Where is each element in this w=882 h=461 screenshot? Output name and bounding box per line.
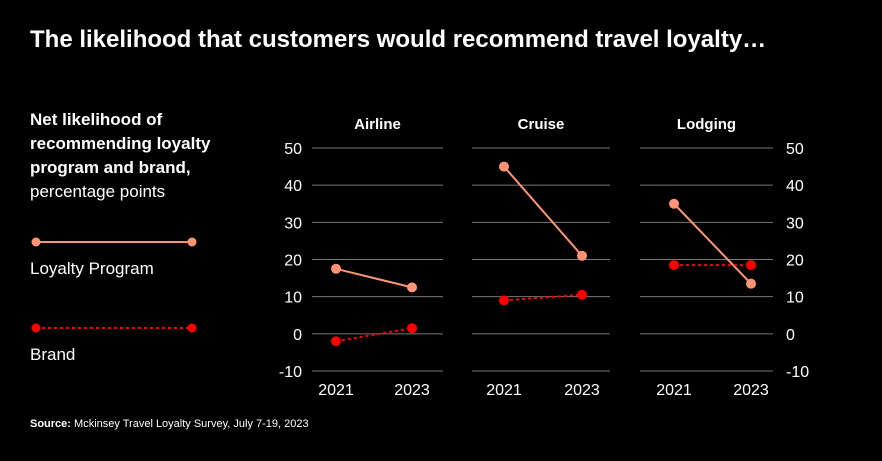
- y-tick-label-right: 50: [786, 141, 804, 158]
- loyalty-point: [331, 263, 341, 274]
- panel-title: Lodging: [677, 116, 736, 133]
- brand-point: [407, 323, 417, 334]
- brand-point: [577, 289, 587, 300]
- loyalty-point: [577, 250, 587, 261]
- y-tick-label-left: 50: [284, 141, 302, 158]
- y-tick-label-right: 30: [786, 215, 804, 232]
- loyalty-point: [407, 282, 417, 293]
- panel-title: Airline: [354, 116, 401, 133]
- loyalty-point: [499, 161, 509, 172]
- legend-brand-label: Brand: [30, 345, 76, 364]
- loyalty-line: [335, 267, 413, 289]
- legend-brand-marker: [31, 323, 197, 333]
- panel-title: Cruise: [518, 116, 565, 133]
- source-text: Mckinsey Travel Loyalty Survey, July 7-1…: [74, 418, 309, 430]
- y-tick-label-left: -10: [279, 364, 302, 381]
- y-tick-label-right: -10: [786, 364, 809, 381]
- brand-point: [331, 336, 341, 347]
- x-tick-label: 2021: [486, 382, 522, 399]
- x-tick-label: 2023: [564, 382, 600, 399]
- x-tick-label: 2021: [318, 382, 354, 399]
- brand-line: [335, 327, 413, 343]
- brand-line: [503, 293, 583, 302]
- chart-title: The likelihood that customers would reco…: [30, 26, 767, 53]
- loyalty-line: [673, 203, 752, 285]
- y-tick-label-left: 20: [284, 253, 302, 270]
- y-tick-label-left: 40: [284, 178, 302, 195]
- brand-point: [746, 260, 756, 271]
- y-tick-label-left: 10: [284, 290, 302, 307]
- x-tick-label: 2023: [733, 382, 769, 399]
- chart-units: percentage points: [30, 182, 166, 201]
- loyalty-point: [746, 278, 756, 289]
- x-tick-label: 2021: [656, 382, 692, 399]
- y-tick-label-left: 30: [284, 215, 302, 232]
- x-tick-label: 2023: [394, 382, 430, 399]
- y-tick-label-left: 0: [293, 327, 302, 344]
- chart-subtitle: Net likelihood of recommending loyalty p…: [30, 110, 211, 177]
- legend-loyalty-label: Loyalty Program: [30, 259, 154, 278]
- loyalty-point: [669, 198, 679, 209]
- loyalty-line: [503, 165, 583, 257]
- source-note: Source: Mckinsey Travel Loyalty Survey, …: [30, 418, 309, 430]
- source-label: Source:: [30, 418, 71, 430]
- brand-point: [499, 295, 509, 306]
- brand-point: [669, 260, 679, 271]
- y-tick-label-right: 10: [786, 290, 804, 307]
- y-tick-label-right: 40: [786, 178, 804, 195]
- y-tick-label-right: 0: [786, 327, 795, 344]
- legend-loyalty-marker: [31, 237, 197, 247]
- y-tick-label-right: 20: [786, 253, 804, 270]
